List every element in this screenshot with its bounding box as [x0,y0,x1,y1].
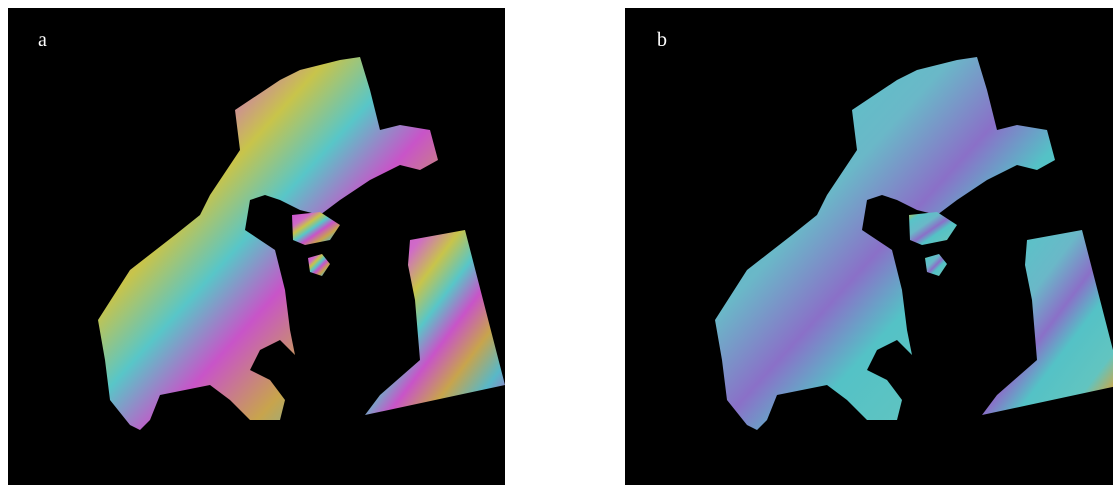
figure: a b [0,0,1113,486]
page: a b (() => { const data = JSON.parse(doc… [0,0,1113,486]
panel-label: a [38,29,47,51]
panel-label: b [657,29,667,51]
